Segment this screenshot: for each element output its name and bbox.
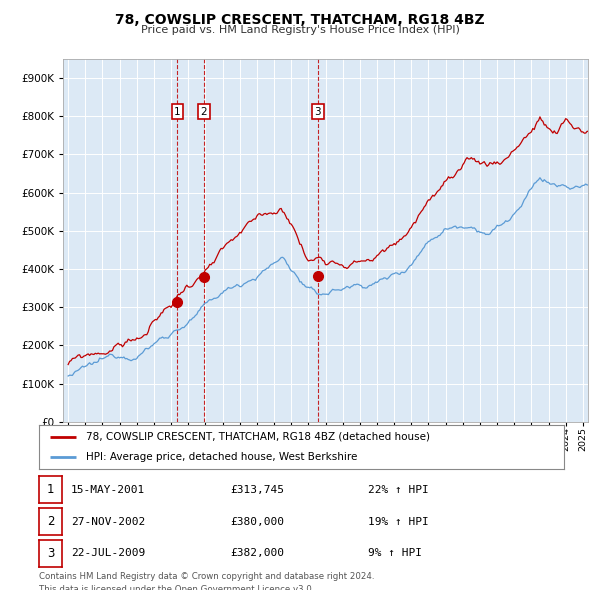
Text: 22% ↑ HPI: 22% ↑ HPI	[368, 485, 428, 494]
Text: 22-JUL-2009: 22-JUL-2009	[71, 549, 145, 558]
Text: HPI: Average price, detached house, West Berkshire: HPI: Average price, detached house, West…	[86, 452, 358, 462]
Text: 3: 3	[314, 107, 321, 117]
Text: 78, COWSLIP CRESCENT, THATCHAM, RG18 4BZ: 78, COWSLIP CRESCENT, THATCHAM, RG18 4BZ	[115, 13, 485, 27]
Bar	[178, 59, 203, 422]
Text: £380,000: £380,000	[230, 517, 284, 526]
Text: 27-NOV-2002: 27-NOV-2002	[71, 517, 145, 526]
Text: 78, COWSLIP CRESCENT, THATCHAM, RG18 4BZ (detached house): 78, COWSLIP CRESCENT, THATCHAM, RG18 4BZ…	[86, 432, 430, 442]
Text: 2: 2	[200, 107, 207, 117]
Text: 2: 2	[47, 515, 54, 528]
Text: £313,745: £313,745	[230, 485, 284, 494]
Text: 1: 1	[174, 107, 181, 117]
Text: 3: 3	[47, 547, 54, 560]
Text: £382,000: £382,000	[230, 549, 284, 558]
Text: 1: 1	[47, 483, 54, 496]
Text: This data is licensed under the Open Government Licence v3.0.: This data is licensed under the Open Gov…	[39, 585, 314, 590]
Text: Contains HM Land Registry data © Crown copyright and database right 2024.: Contains HM Land Registry data © Crown c…	[39, 572, 374, 581]
Text: 9% ↑ HPI: 9% ↑ HPI	[368, 549, 422, 558]
Text: 19% ↑ HPI: 19% ↑ HPI	[368, 517, 428, 526]
Text: Price paid vs. HM Land Registry's House Price Index (HPI): Price paid vs. HM Land Registry's House …	[140, 25, 460, 35]
Text: 15-MAY-2001: 15-MAY-2001	[71, 485, 145, 494]
